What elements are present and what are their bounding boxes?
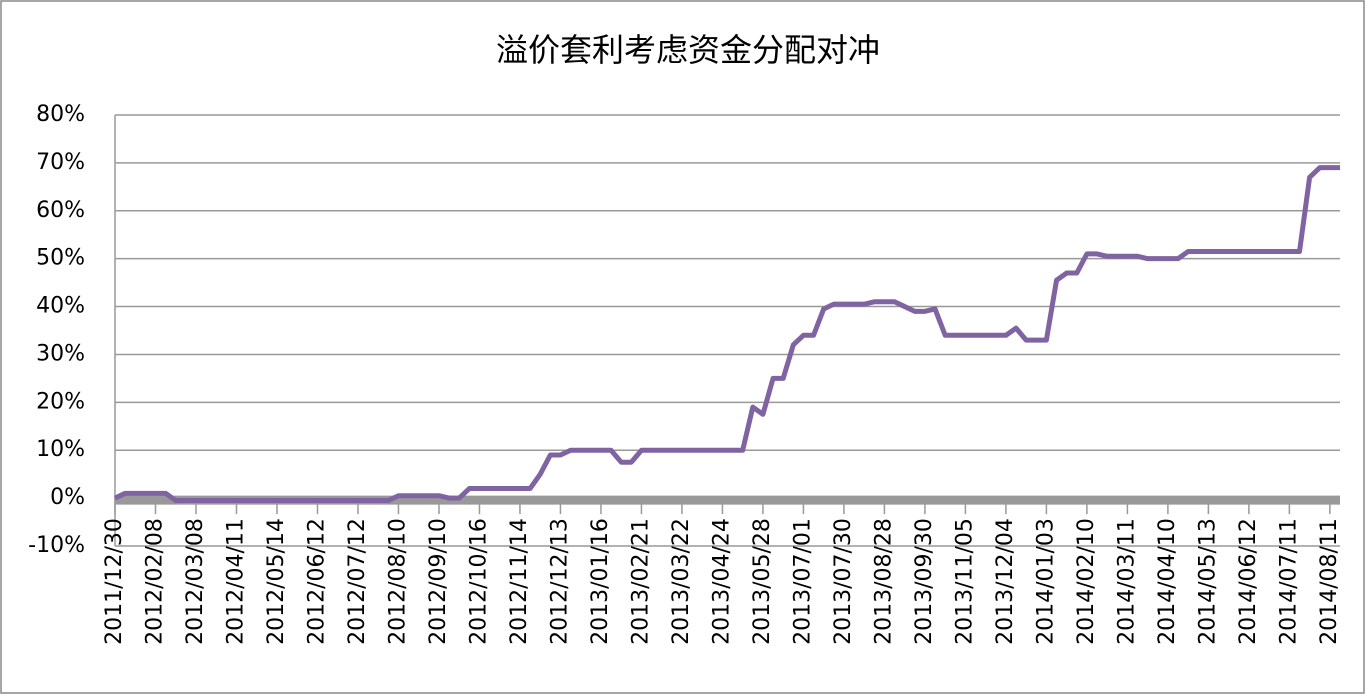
chart-title: 溢价套利考虑资金分配对冲: [496, 31, 880, 69]
x-tick-label: 2012/04/11: [223, 518, 248, 645]
x-tick-label: 2012/07/12: [345, 518, 370, 645]
x-tick-label: 2014/01/03: [1033, 518, 1058, 645]
x-tick-label: 2012/06/12: [304, 518, 329, 645]
x-tick-label: 2013/01/16: [588, 518, 613, 645]
x-tick-label: 2013/07/30: [831, 518, 856, 645]
x-tick-label: 2014/04/10: [1155, 518, 1180, 645]
y-tick-label: 40%: [36, 294, 85, 319]
x-tick-label: 2013/05/28: [750, 518, 775, 645]
y-tick-label: 70%: [36, 150, 85, 175]
y-tick-label: -10%: [28, 533, 85, 558]
x-tick-label: 2012/09/10: [426, 518, 451, 645]
data-line: [113, 165, 1340, 504]
x-tick-label: 2013/03/22: [669, 518, 694, 645]
x-tick-label: 2013/11/05: [952, 518, 977, 645]
y-tick-label: 60%: [36, 198, 85, 223]
y-tick-label: 30%: [36, 341, 85, 366]
x-tick-label: 2013/09/30: [912, 518, 937, 645]
x-tick-label: 2011/12/30: [102, 518, 127, 645]
x-tick-label: 2014/08/11: [1317, 518, 1342, 645]
x-tick-label: 2014/07/11: [1276, 518, 1301, 645]
y-tick-label: 20%: [36, 389, 85, 414]
x-tick-label: 2012/12/13: [547, 518, 572, 645]
x-tick-label: 2012/11/14: [507, 518, 532, 645]
x-tick-label: 2012/08/10: [385, 518, 410, 645]
x-tick-label: 2013/04/24: [709, 518, 734, 645]
x-tick-label: 2014/03/11: [1114, 518, 1139, 645]
x-tick-label: 2012/10/16: [466, 518, 491, 645]
x-tick-label: 2013/12/04: [993, 518, 1018, 645]
x-tick-label: 2013/08/28: [871, 518, 896, 645]
x-tick-label: 2013/07/01: [790, 518, 815, 645]
x-tick-label: 2014/06/12: [1236, 518, 1261, 645]
x-tick-label: 2012/02/08: [142, 518, 167, 645]
x-tick-label: 2013/02/21: [628, 518, 653, 645]
x-tick-label: 2014/05/13: [1195, 518, 1220, 645]
y-tick-label: 50%: [36, 246, 85, 271]
x-tick-label: 2012/05/14: [264, 518, 289, 645]
y-tick-label: 80%: [36, 102, 85, 127]
y-tick-label: 10%: [36, 437, 85, 462]
y-tick-label: 0%: [50, 485, 85, 510]
x-tick-label: 2014/02/10: [1074, 518, 1099, 645]
x-tick-label: 2012/03/08: [183, 518, 208, 645]
